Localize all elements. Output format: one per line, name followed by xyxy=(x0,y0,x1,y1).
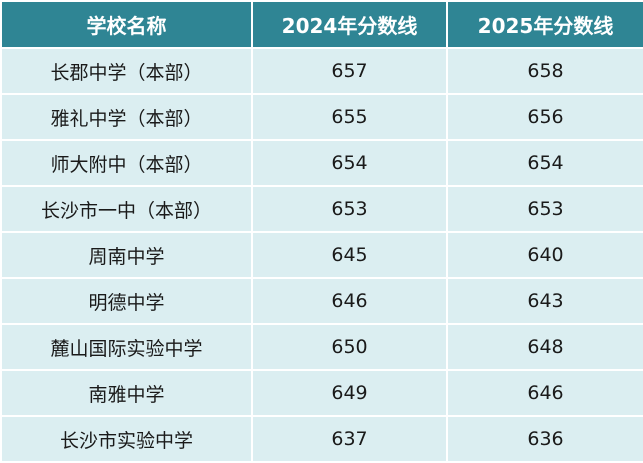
school-name-cell: 周南中学 xyxy=(0,231,253,279)
school-name-cell: 长郡中学（本部） xyxy=(0,47,253,95)
score-2025-cell: 648 xyxy=(446,323,643,371)
table-row: 周南中学 645 640 xyxy=(0,231,643,279)
score-2024-cell: 657 xyxy=(251,47,448,95)
school-name-cell: 南雅中学 xyxy=(0,369,253,417)
score-2025-cell: 640 xyxy=(446,231,643,279)
school-name-cell: 师大附中（本部） xyxy=(0,139,253,187)
table-row: 长沙市一中（本部） 653 653 xyxy=(0,185,643,233)
header-score-2024: 2024年分数线 xyxy=(251,0,448,49)
table-row: 师大附中（本部） 654 654 xyxy=(0,139,643,187)
score-2024-cell: 645 xyxy=(251,231,448,279)
table-row: 雅礼中学（本部） 655 656 xyxy=(0,93,643,141)
score-2025-cell: 656 xyxy=(446,93,643,141)
table-row: 明德中学 646 643 xyxy=(0,277,643,325)
score-2024-cell: 655 xyxy=(251,93,448,141)
score-2025-cell: 636 xyxy=(446,415,643,463)
score-2024-cell: 650 xyxy=(251,323,448,371)
table-row: 麓山国际实验中学 650 648 xyxy=(0,323,643,371)
table-row: 南雅中学 649 646 xyxy=(0,369,643,417)
score-2025-cell: 658 xyxy=(446,47,643,95)
header-row: 学校名称 2024年分数线 2025年分数线 xyxy=(0,0,643,49)
score-2025-cell: 646 xyxy=(446,369,643,417)
school-name-cell: 明德中学 xyxy=(0,277,253,325)
score-2024-cell: 653 xyxy=(251,185,448,233)
score-2025-cell: 643 xyxy=(446,277,643,325)
score-2024-cell: 654 xyxy=(251,139,448,187)
table-row: 长沙市实验中学 637 636 xyxy=(0,415,643,463)
school-name-cell: 长沙市一中（本部） xyxy=(0,185,253,233)
school-name-cell: 麓山国际实验中学 xyxy=(0,323,253,371)
school-name-cell: 长沙市实验中学 xyxy=(0,415,253,463)
score-2024-cell: 637 xyxy=(251,415,448,463)
score-2025-cell: 654 xyxy=(446,139,643,187)
school-name-cell: 雅礼中学（本部） xyxy=(0,93,253,141)
header-score-2025: 2025年分数线 xyxy=(446,0,643,49)
header-school-name: 学校名称 xyxy=(0,0,253,49)
score-2024-cell: 646 xyxy=(251,277,448,325)
table-row: 长郡中学（本部） 657 658 xyxy=(0,47,643,95)
score-2024-cell: 649 xyxy=(251,369,448,417)
score-2025-cell: 653 xyxy=(446,185,643,233)
